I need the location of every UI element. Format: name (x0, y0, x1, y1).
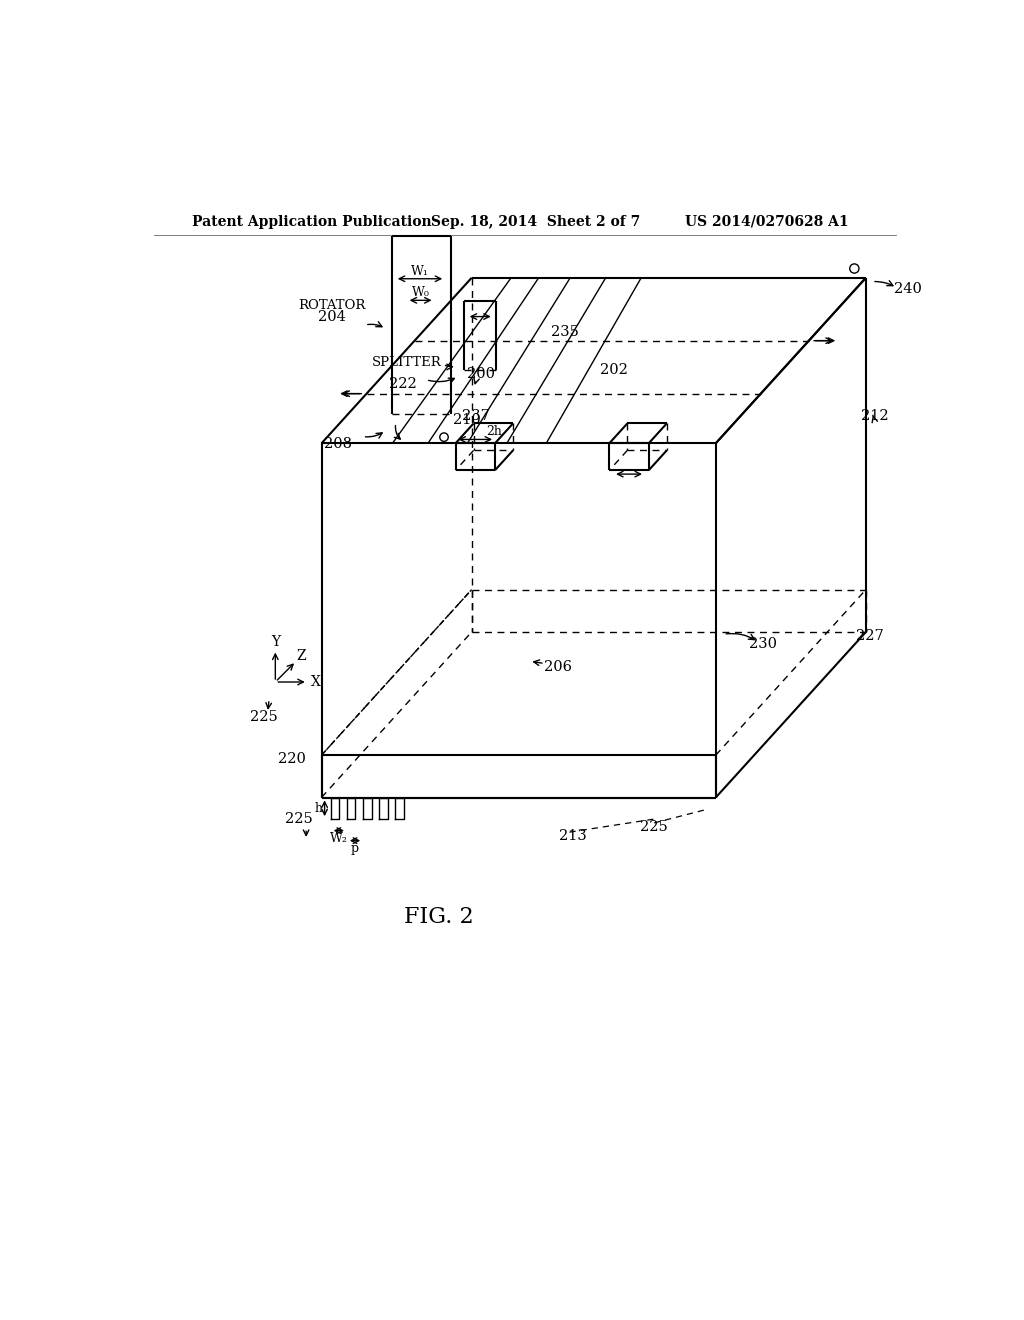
Text: 200: 200 (467, 367, 495, 381)
Text: ROTATOR: ROTATOR (298, 300, 366, 313)
Text: 225: 225 (285, 812, 312, 826)
Text: 237: 237 (462, 409, 489, 424)
Text: 230: 230 (750, 636, 777, 651)
Text: US 2014/0270628 A1: US 2014/0270628 A1 (685, 215, 849, 228)
Text: 212: 212 (861, 409, 889, 424)
Text: W₁: W₁ (411, 264, 429, 277)
Text: h: h (314, 801, 323, 814)
Text: W₂: W₂ (330, 832, 348, 845)
Text: p: p (351, 842, 359, 855)
Text: 204: 204 (317, 310, 346, 325)
Text: Sep. 18, 2014  Sheet 2 of 7: Sep. 18, 2014 Sheet 2 of 7 (431, 215, 640, 228)
Text: FIG. 2: FIG. 2 (403, 906, 473, 928)
Text: 208: 208 (324, 437, 352, 451)
Text: X: X (310, 675, 321, 689)
Text: Z: Z (297, 649, 306, 663)
Text: Y: Y (270, 635, 280, 649)
Text: 240: 240 (894, 282, 923, 296)
Text: SPLITTER: SPLITTER (372, 356, 441, 370)
Text: 227: 227 (856, 628, 884, 643)
Text: 206: 206 (544, 660, 572, 673)
Text: 235: 235 (551, 325, 579, 339)
Text: 213: 213 (559, 829, 587, 843)
Text: 222: 222 (389, 378, 417, 391)
Text: 225: 225 (640, 820, 668, 834)
Text: 225: 225 (250, 710, 278, 723)
Text: 202: 202 (600, 363, 628, 378)
Text: Patent Application Publication: Patent Application Publication (193, 215, 432, 228)
Text: W₀: W₀ (412, 286, 429, 300)
Text: 220: 220 (279, 752, 306, 766)
Text: 210: 210 (454, 413, 481, 428)
Text: 2h: 2h (486, 425, 503, 438)
